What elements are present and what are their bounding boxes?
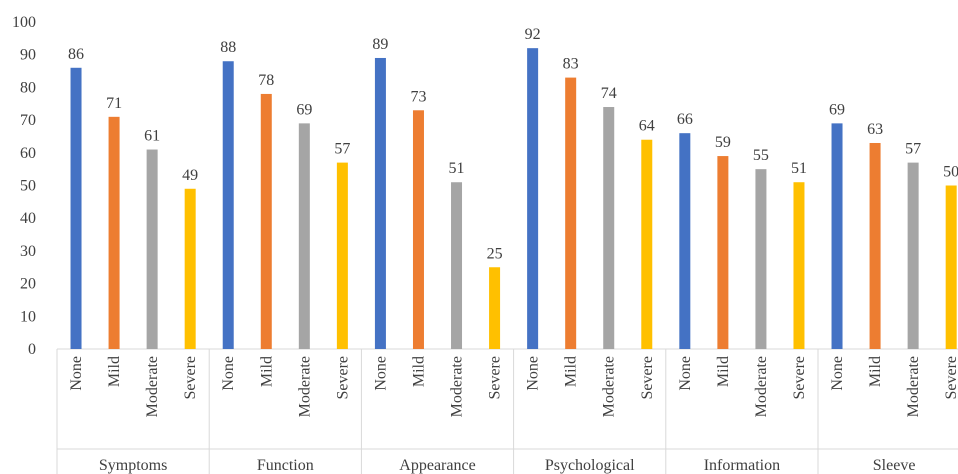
data-label: 51 [449,160,465,177]
group-label: Appearance [399,457,475,474]
x-tick-label: Moderate [601,356,618,417]
data-label: 69 [296,101,312,118]
y-tick-label: 80 [20,79,36,96]
x-tick-label: None [220,356,237,391]
y-tick-label: 70 [20,112,36,129]
x-tick-label: Mild [563,356,580,387]
data-label: 64 [639,118,655,135]
bar-severe [946,186,957,350]
bar-none [527,48,538,349]
bar-mild [565,78,576,349]
data-label: 49 [182,167,198,184]
data-label: 25 [487,245,503,262]
data-label: 78 [258,72,274,89]
x-tick-label: Severe [943,356,958,400]
x-tick-label: Mild [106,356,123,387]
x-tick-label: None [68,356,85,391]
data-label: 86 [68,46,84,63]
x-tick-label: Moderate [144,356,161,417]
bar-mild [870,143,881,349]
bar-none [679,133,690,349]
x-tick-label: Mild [410,356,427,387]
bar-severe [337,163,348,349]
bar-severe [185,189,196,349]
bar-severe [489,267,500,349]
group-label: Function [257,457,314,474]
group-label: Symptoms [99,457,167,474]
x-tick-label: None [525,356,542,391]
data-label: 57 [334,141,350,158]
data-label: 51 [791,160,807,177]
bar-none [223,61,234,349]
bar-mild [109,117,120,349]
bar-moderate [451,182,462,349]
bar-mild [717,156,728,349]
bar-none [375,58,386,349]
x-tick-label: None [677,356,694,391]
x-tick-label: Mild [867,356,884,387]
group-label: Information [704,457,780,474]
y-tick-label: 50 [20,178,36,195]
x-tick-label: Severe [791,356,808,400]
data-label: 73 [410,88,426,105]
y-tick-label: 60 [20,145,36,162]
data-label: 50 [943,164,958,181]
y-tick-label: 30 [20,243,36,260]
data-label: 71 [106,95,122,112]
bar-moderate [908,163,919,349]
bar-severe [793,182,804,349]
bar-severe [641,140,652,349]
y-tick-label: 20 [20,276,36,293]
x-tick-label: None [372,356,389,391]
y-tick-label: 40 [20,210,36,227]
x-tick-label: Severe [334,356,351,400]
y-tick-label: 0 [28,341,36,358]
data-label: 89 [372,36,388,53]
data-label: 63 [867,121,883,138]
x-tick-label: Moderate [296,356,313,417]
data-label: 61 [144,128,160,145]
data-label: 88 [220,39,236,56]
group-label: Sleeve [873,457,916,474]
data-label: 55 [753,147,769,164]
data-label: 69 [829,101,845,118]
y-tick-label: 10 [20,308,36,325]
bar-none [71,68,82,349]
x-tick-label: Severe [639,356,656,400]
bar-moderate [147,150,158,349]
data-label: 83 [563,56,579,73]
x-tick-label: Mild [715,356,732,387]
bar-mild [413,110,424,349]
x-tick-label: Moderate [449,356,466,417]
bar-moderate [299,123,310,349]
x-tick-label: Severe [487,356,504,400]
bar-moderate [603,107,614,349]
x-tick-label: Severe [182,356,199,400]
y-tick-label: 100 [12,14,36,31]
data-label: 74 [601,85,617,102]
data-label: 66 [677,111,693,128]
x-tick-label: Moderate [905,356,922,417]
data-label: 59 [715,134,731,151]
bar-mild [261,94,272,349]
x-tick-label: Mild [258,356,275,387]
y-tick-label: 90 [20,47,36,64]
x-tick-label: Moderate [753,356,770,417]
group-label: Psychological [545,457,635,474]
bar-none [832,123,843,349]
bar-moderate [755,169,766,349]
data-label: 92 [525,26,541,43]
data-label: 57 [905,141,921,158]
x-tick-label: None [829,356,846,391]
